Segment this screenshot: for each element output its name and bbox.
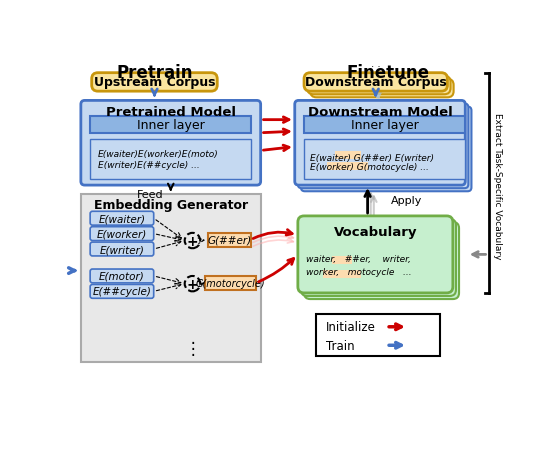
FancyBboxPatch shape <box>90 227 153 241</box>
Text: Extract Task-Specific Vocabulary: Extract Task-Specific Vocabulary <box>493 112 502 259</box>
Text: G(motorcycle): G(motorcycle) <box>195 278 265 288</box>
Text: Feed: Feed <box>137 190 163 200</box>
FancyBboxPatch shape <box>90 269 153 283</box>
Text: G(##er): G(##er) <box>207 235 251 245</box>
Text: +: + <box>186 234 198 248</box>
Bar <box>205 276 256 290</box>
Text: Pretrain: Pretrain <box>117 64 194 82</box>
Bar <box>208 233 250 247</box>
Text: E(waiter) G(##er) E(writer): E(waiter) G(##er) E(writer) <box>310 154 434 162</box>
Text: Vocabulary: Vocabulary <box>334 225 417 238</box>
Bar <box>335 152 361 160</box>
Bar <box>327 162 367 170</box>
FancyBboxPatch shape <box>92 73 217 92</box>
Bar <box>90 140 251 179</box>
Text: E(worker): E(worker) <box>97 229 147 239</box>
Text: ⋮: ⋮ <box>184 340 201 358</box>
FancyBboxPatch shape <box>301 219 456 297</box>
FancyBboxPatch shape <box>301 107 472 192</box>
Text: Upstream Corpus: Upstream Corpus <box>94 76 215 89</box>
Text: Pretrained Model: Pretrained Model <box>106 106 236 118</box>
FancyBboxPatch shape <box>90 285 153 299</box>
Text: E(waiter)E(worker)E(moto)
E(writer)E(##cycle) ...: E(waiter)E(worker)E(moto) E(writer)E(##c… <box>98 150 218 169</box>
Bar <box>90 117 251 134</box>
Bar <box>316 315 441 356</box>
Text: Finetune: Finetune <box>346 64 430 82</box>
Text: Apply: Apply <box>391 196 422 206</box>
Text: E(writer): E(writer) <box>100 245 144 254</box>
Text: : :: : : <box>371 62 381 73</box>
Text: Downstream Model: Downstream Model <box>307 106 452 118</box>
Text: waiter,   ##er,    writer,: waiter, ##er, writer, <box>306 254 410 263</box>
Text: E(##cycle): E(##cycle) <box>92 287 151 297</box>
Text: Inner layer: Inner layer <box>137 118 204 131</box>
FancyBboxPatch shape <box>298 104 468 189</box>
FancyBboxPatch shape <box>310 80 454 98</box>
Text: Embedding Generator: Embedding Generator <box>94 198 248 212</box>
Bar <box>323 270 361 278</box>
FancyBboxPatch shape <box>304 73 447 92</box>
Text: Train: Train <box>326 339 354 352</box>
Text: Initialize: Initialize <box>326 320 376 334</box>
Bar <box>304 140 465 179</box>
Text: Downstream Corpus: Downstream Corpus <box>305 76 447 89</box>
Text: E(motor): E(motor) <box>99 271 145 281</box>
Text: E(waiter): E(waiter) <box>99 214 146 224</box>
Bar <box>81 195 260 363</box>
FancyBboxPatch shape <box>307 77 451 95</box>
Bar <box>304 117 465 134</box>
FancyBboxPatch shape <box>295 101 465 186</box>
FancyBboxPatch shape <box>298 217 453 293</box>
Text: E(worker) G(motocycle) ...: E(worker) G(motocycle) ... <box>310 163 429 172</box>
FancyBboxPatch shape <box>90 212 153 226</box>
Text: Inner layer: Inner layer <box>351 118 418 131</box>
FancyBboxPatch shape <box>304 223 459 299</box>
Bar <box>332 257 352 264</box>
Text: +: + <box>186 277 198 291</box>
FancyBboxPatch shape <box>90 242 153 257</box>
Text: worker,   motocycle   ...: worker, motocycle ... <box>306 267 411 276</box>
FancyBboxPatch shape <box>81 101 260 186</box>
